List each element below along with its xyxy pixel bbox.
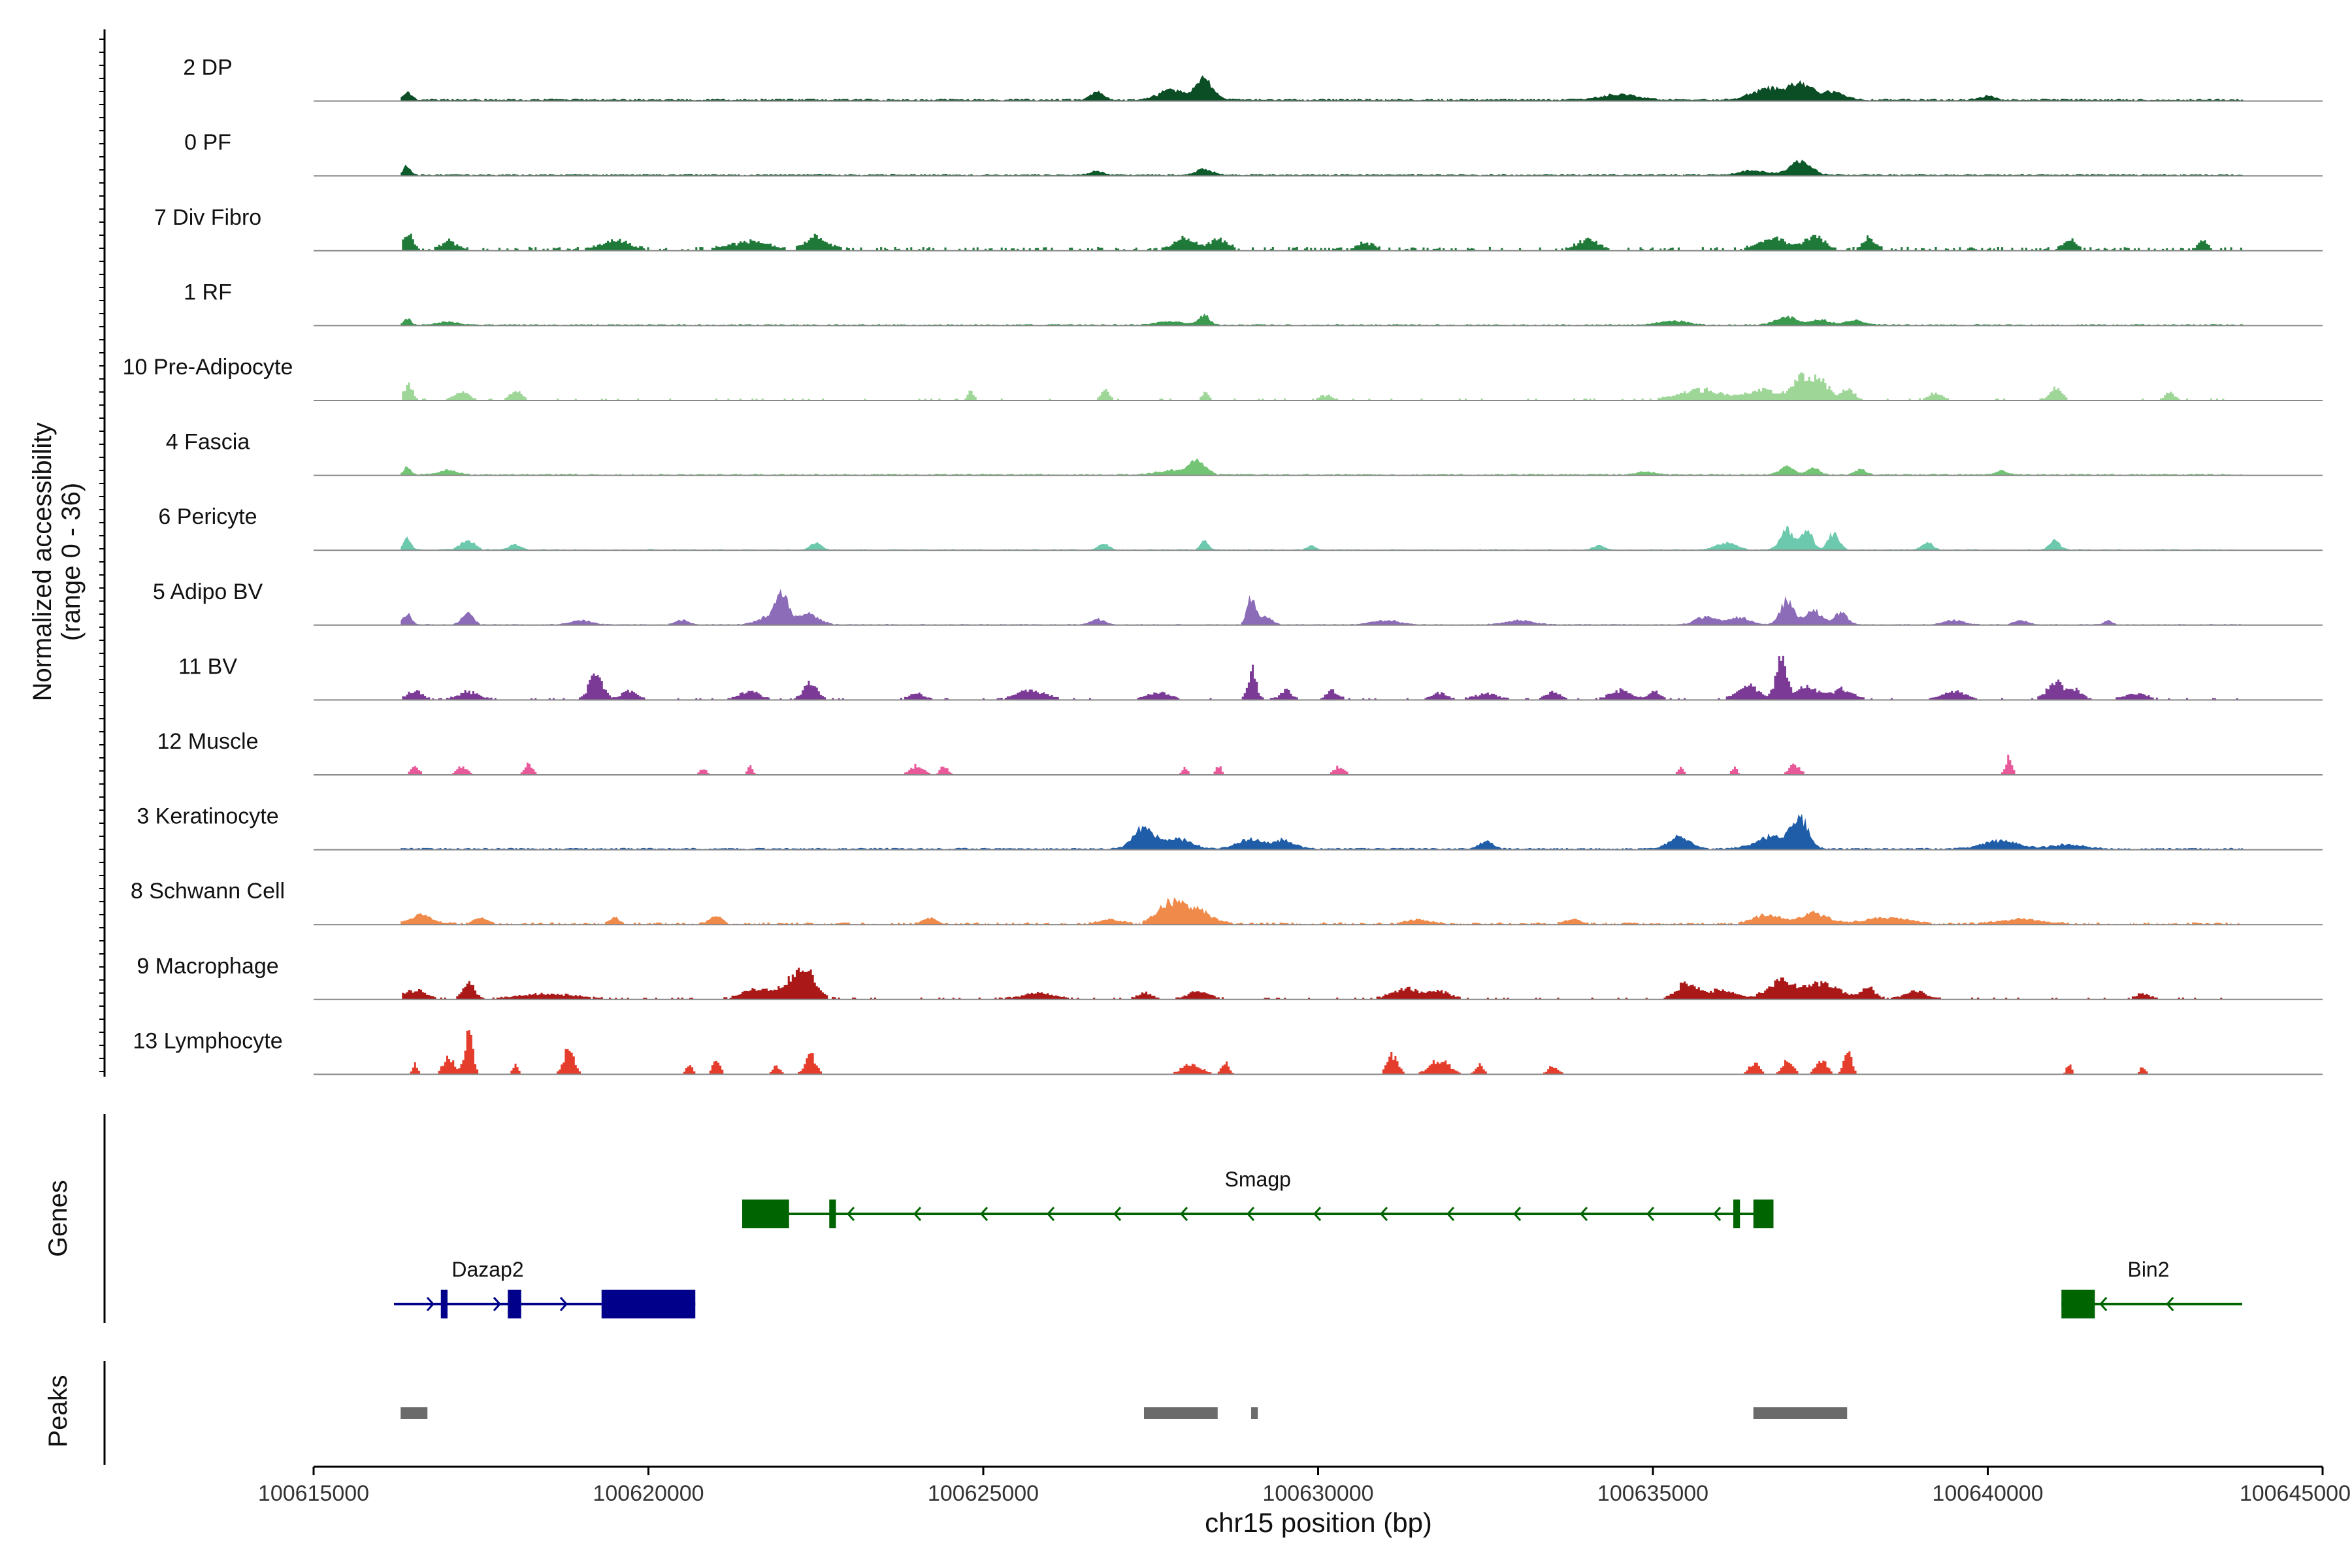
x-tick-label: 100640000 <box>1932 1481 2043 1506</box>
strand-arrow <box>2099 1296 2108 1312</box>
peaks-panel-label: Peaks <box>44 1375 73 1447</box>
x-tick-label: 100620000 <box>593 1481 704 1506</box>
track-label: 10 Pre-Adipocyte <box>123 355 293 380</box>
track-signal <box>400 589 2242 625</box>
strand-arrow <box>1179 1206 1188 1222</box>
track-3-keratinocyte: 3 Keratinocyte <box>137 804 2323 851</box>
strand-arrow <box>1246 1206 1255 1222</box>
gene-bin2: Bin2 <box>2061 1258 2242 1318</box>
track-9-macrophage: 9 Macrophage <box>137 954 2323 1000</box>
strand-arrow <box>979 1206 988 1222</box>
x-axis: chr15 position (bp) 100615000 100620000 10… <box>258 1465 2351 1538</box>
track-signal <box>400 75 2244 101</box>
track-5-adipo-bv: 5 Adipo BV <box>153 580 2323 626</box>
track-signal <box>400 159 2244 176</box>
strand-arrow <box>1379 1206 1388 1222</box>
track-label: 2 DP <box>183 56 233 80</box>
peak-region <box>1753 1407 1848 1419</box>
track-4-fascia: 4 Fascia <box>166 430 2323 476</box>
track-13-lymphocyte: 13 Lymphocyte <box>133 1028 2323 1075</box>
genes-panel-label: Genes <box>44 1180 73 1257</box>
y-axis-title-line2: (range 0 - 36) <box>57 483 86 641</box>
strand-arrow <box>426 1296 435 1312</box>
track-signal <box>400 314 2244 326</box>
track-1-rf: 1 RF <box>184 280 2323 327</box>
gene-label: Dazap2 <box>451 1258 523 1281</box>
track-label: 12 Muscle <box>157 729 259 754</box>
peak-region <box>1144 1407 1218 1419</box>
track-2-dp: 2 DP <box>183 56 2323 102</box>
track-signal <box>408 755 2016 775</box>
exon <box>1753 1200 1774 1228</box>
track-12-muscle: 12 Muscle <box>157 729 2323 776</box>
strand-arrow <box>1113 1206 1122 1222</box>
track-label: 1 RF <box>184 280 232 304</box>
exon <box>508 1290 521 1318</box>
accessibility-tracks: 2 DP 0 PF 7 Div Fibro 1 RF 10 Pre-Adipocyte 4… <box>123 56 2323 1075</box>
strand-arrow <box>1579 1206 1588 1222</box>
peak-region <box>1251 1407 1258 1419</box>
track-signal <box>400 458 2244 476</box>
strand-arrow <box>1313 1206 1322 1222</box>
track-label: 8 Schwann Cell <box>131 879 285 904</box>
strand-arrow <box>1712 1206 1722 1222</box>
x-tick-label: 100615000 <box>258 1481 369 1506</box>
exon <box>1733 1200 1740 1228</box>
track-10-pre-adipocyte: 10 Pre-Adipocyte <box>123 355 2323 401</box>
track-label: 3 Keratinocyte <box>137 804 278 829</box>
track-8-schwann-cell: 8 Schwann Cell <box>131 879 2323 926</box>
x-axis-title: chr15 position (bp) <box>1205 1507 1432 1538</box>
y-axis <box>99 29 106 1077</box>
exon <box>829 1200 836 1228</box>
track-signal <box>400 525 2244 551</box>
track-label: 11 BV <box>178 654 237 679</box>
strand-arrow <box>493 1296 502 1312</box>
genes-panel: Genes Smagp Dazap2 Bin2 <box>44 1114 2242 1323</box>
track-signal <box>402 372 2225 400</box>
strand-arrow <box>1646 1206 1655 1222</box>
strand-arrow <box>1446 1206 1455 1222</box>
peak-region <box>400 1407 428 1419</box>
strand-arrow <box>846 1206 855 1222</box>
exon <box>440 1290 448 1318</box>
strand-arrow <box>1046 1206 1055 1222</box>
track-label: 9 Macrophage <box>137 954 278 979</box>
gene-dazap2: Dazap2 <box>394 1258 696 1318</box>
track-label: 5 Adipo BV <box>153 580 263 604</box>
track-label: 0 PF <box>184 130 231 155</box>
track-7-div-fibro: 7 Div Fibro <box>154 205 2323 252</box>
track-11-bv: 11 BV <box>178 654 2323 701</box>
track-signal <box>410 1030 2148 1075</box>
track-signal <box>402 968 2223 1000</box>
track-label: 7 Div Fibro <box>154 205 261 230</box>
track-signal <box>402 655 2238 700</box>
peaks-panel: Peaks <box>44 1361 1848 1465</box>
track-label: 13 Lymphocyte <box>133 1028 282 1053</box>
strand-arrow <box>559 1296 568 1312</box>
track-signal <box>400 897 2241 925</box>
track-label: 4 Fascia <box>166 430 250 455</box>
strand-arrow <box>913 1206 922 1222</box>
x-tick-label: 100630000 <box>1262 1481 1373 1506</box>
track-label: 6 Pericyte <box>158 504 257 529</box>
x-tick-label: 100625000 <box>928 1481 1039 1506</box>
exon <box>742 1200 789 1228</box>
y-axis-title: Normalized accessibility (range 0 - 36) <box>28 423 86 702</box>
track-6-pericyte: 6 Pericyte <box>158 504 2323 551</box>
track-signal <box>402 233 2242 251</box>
exon <box>601 1290 696 1318</box>
x-tick-label: 100635000 <box>1597 1481 1708 1506</box>
y-axis-title-line1: Normalized accessibility <box>28 423 57 702</box>
gene-label: Bin2 <box>2127 1258 2169 1281</box>
gene-smagp: Smagp <box>742 1168 1774 1228</box>
strand-arrow <box>2166 1296 2174 1312</box>
track-0-pf: 0 PF <box>184 130 2323 177</box>
exon <box>2061 1290 2095 1318</box>
gene-label: Smagp <box>1225 1168 1291 1191</box>
track-signal <box>400 813 2244 850</box>
x-tick-label: 100645000 <box>2240 1481 2351 1506</box>
strand-arrow <box>1512 1206 1522 1222</box>
